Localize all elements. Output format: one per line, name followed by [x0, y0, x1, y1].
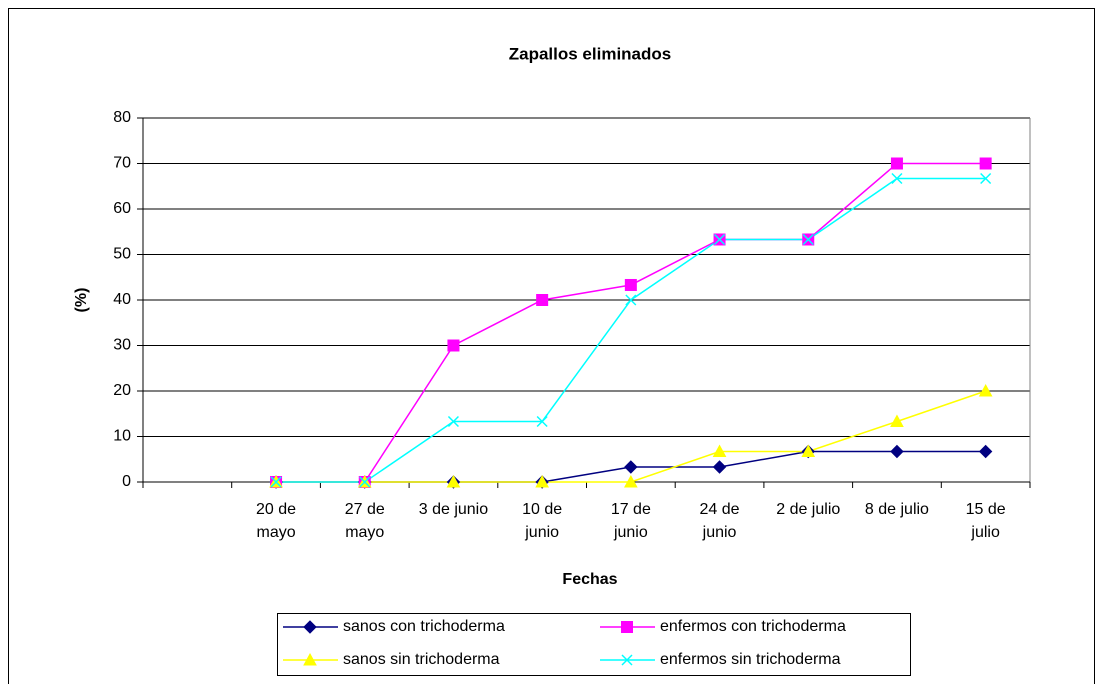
marker	[890, 414, 904, 427]
marker	[359, 476, 371, 488]
x-tick-label: 3 de junio	[418, 501, 489, 518]
y-tick-label: 20	[113, 382, 131, 399]
marker	[802, 233, 814, 246]
marker	[270, 476, 282, 488]
legend-box	[277, 613, 911, 676]
marker	[624, 474, 638, 488]
marker	[890, 444, 904, 459]
x-tick-label: 17 de junio	[610, 501, 651, 541]
marker	[303, 652, 317, 666]
chart-border	[8, 8, 1095, 684]
marker	[303, 620, 317, 634]
marker	[891, 172, 903, 185]
y-tick-label: 50	[113, 246, 131, 263]
marker	[714, 233, 726, 246]
marker	[536, 415, 548, 428]
x-tick-label: 24 de junio	[699, 501, 740, 541]
marker	[624, 278, 637, 291]
series-line	[276, 162, 986, 483]
marker	[447, 339, 460, 352]
marker	[979, 157, 992, 170]
marker	[625, 294, 637, 306]
x-tick-label: 20 de mayo	[256, 501, 297, 541]
y-tick-label: 10	[113, 428, 131, 445]
y-tick-label: 70	[113, 155, 131, 172]
x-axis-label: Fechas	[562, 571, 617, 588]
marker	[624, 460, 638, 474]
y-tick-label: 60	[113, 200, 131, 217]
x-tick-label: 10 de junio	[522, 501, 563, 541]
marker	[621, 621, 633, 633]
x-tick-label: 27 de mayo	[344, 501, 385, 541]
marker	[536, 294, 549, 306]
x-tick-label: 8 de julio	[864, 501, 929, 518]
marker	[978, 383, 993, 397]
y-tick-label: 40	[113, 291, 131, 308]
marker	[712, 460, 727, 474]
x-tick-label: 2 de julio	[776, 501, 841, 518]
marker	[447, 415, 459, 428]
marker	[621, 654, 633, 666]
legend-label: sanos sin trichoderma	[343, 651, 500, 668]
marker	[980, 172, 992, 185]
legend-label: enfermos sin trichoderma	[660, 651, 841, 668]
marker	[978, 444, 993, 459]
y-tick-label: 0	[122, 473, 131, 490]
chart-title: Zapallos eliminados	[509, 44, 672, 63]
y-tick-label: 30	[113, 337, 131, 354]
legend-label: sanos con trichoderma	[343, 618, 505, 635]
x-tick-label: 15 de julio	[965, 501, 1006, 541]
y-axis-label: (%)	[73, 288, 90, 313]
marker	[446, 474, 461, 488]
marker	[712, 444, 727, 458]
y-tick-label: 80	[113, 109, 131, 126]
legend-label: enfermos con trichoderma	[660, 618, 846, 635]
marker	[890, 157, 903, 170]
marker	[535, 474, 549, 488]
marker	[801, 444, 816, 458]
